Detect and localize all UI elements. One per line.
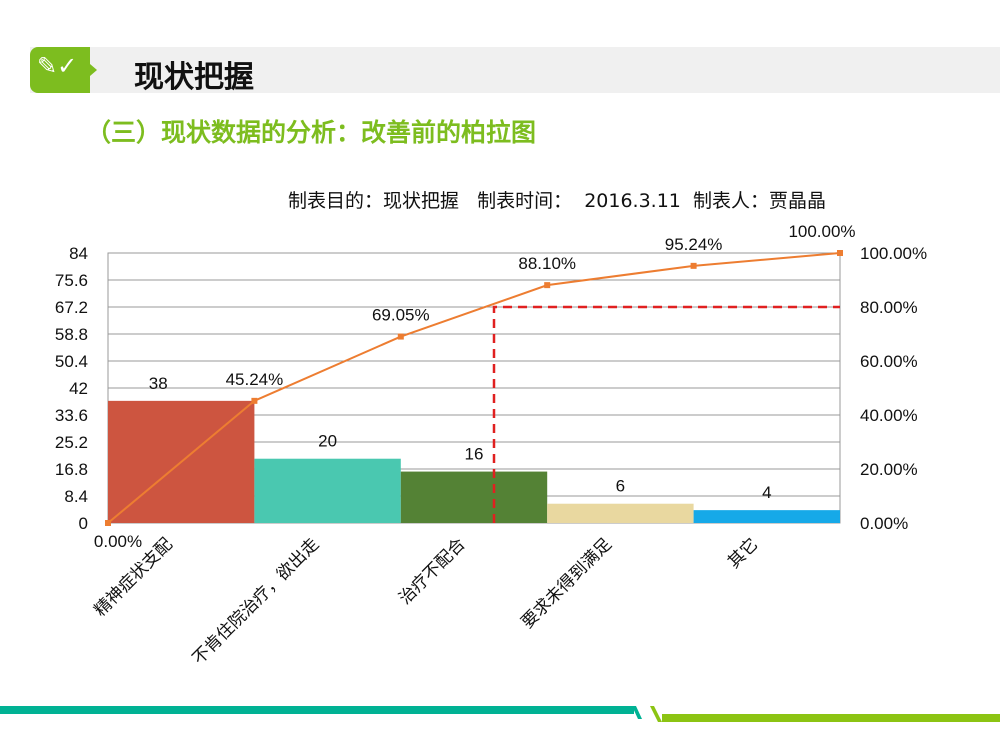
cumulative-point bbox=[105, 520, 111, 526]
y-left-tick: 0 bbox=[79, 514, 88, 533]
y-left-tick: 84 bbox=[69, 244, 88, 263]
pencil-check-icon: ✎✓ bbox=[37, 52, 78, 80]
category-label: 其它 bbox=[724, 534, 761, 571]
bar bbox=[254, 458, 401, 523]
cumulative-point bbox=[690, 262, 697, 269]
bar bbox=[547, 503, 694, 523]
category-label: 不肯住院治疗，欲出走 bbox=[189, 534, 323, 668]
y-right-tick: 40.00% bbox=[860, 406, 918, 425]
cumulative-label: 88.10% bbox=[518, 254, 576, 273]
page-title: 现状把握 bbox=[134, 60, 254, 95]
y-left-tick: 33.6 bbox=[55, 406, 88, 425]
bar bbox=[400, 471, 548, 523]
bar-value-label: 6 bbox=[616, 477, 625, 496]
cumulative-label: 69.05% bbox=[372, 306, 430, 325]
category-label: 治疗不配合 bbox=[395, 534, 469, 608]
cumulative-point bbox=[397, 333, 404, 340]
y-right-tick: 0.00% bbox=[860, 514, 908, 533]
cumulative-label: 0.00% bbox=[94, 532, 142, 551]
cumulative-label: 45.24% bbox=[226, 370, 284, 389]
y-left-tick: 42 bbox=[69, 379, 88, 398]
cumulative-point bbox=[837, 250, 843, 256]
y-right-tick: 60.00% bbox=[860, 352, 918, 371]
bar bbox=[693, 510, 840, 523]
bar-value-label: 4 bbox=[762, 483, 771, 502]
header-bar bbox=[30, 47, 1000, 93]
y-left-tick: 58.8 bbox=[55, 325, 88, 344]
y-left-tick: 50.4 bbox=[55, 352, 88, 371]
y-left-tick: 16.8 bbox=[55, 460, 88, 479]
y-left-tick: 25.2 bbox=[55, 433, 88, 452]
bar-value-label: 38 bbox=[149, 374, 168, 393]
bar-value-label: 16 bbox=[465, 445, 484, 464]
chart-meta: 制表目的：现状把握 制表时间： 2016.3.11 制表人：贾晶晶 bbox=[288, 190, 826, 212]
cumulative-line bbox=[107, 252, 841, 524]
cumulative-point bbox=[251, 397, 258, 404]
threshold-80-line bbox=[492, 305, 840, 523]
footer-line-green bbox=[662, 714, 1000, 722]
y-left-tick: 67.2 bbox=[55, 298, 88, 317]
y-right-tick: 20.00% bbox=[860, 460, 918, 479]
y-right-tick: 100.00% bbox=[860, 244, 927, 263]
cumulative-label: 95.24% bbox=[665, 235, 723, 254]
cumulative-point bbox=[544, 282, 551, 289]
y-left-tick: 75.6 bbox=[55, 271, 88, 290]
section-subtitle: （三）现状数据的分析：改善前的柏拉图 bbox=[86, 118, 537, 147]
bar-value-label: 20 bbox=[318, 432, 337, 451]
header-badge bbox=[30, 47, 97, 93]
y-right-tick: 80.00% bbox=[860, 298, 918, 317]
y-left-tick: 8.4 bbox=[64, 487, 88, 506]
category-label: 要求未得到满足 bbox=[518, 534, 616, 632]
footer-line-teal bbox=[0, 706, 634, 714]
cumulative-label: 100.00% bbox=[788, 222, 855, 241]
